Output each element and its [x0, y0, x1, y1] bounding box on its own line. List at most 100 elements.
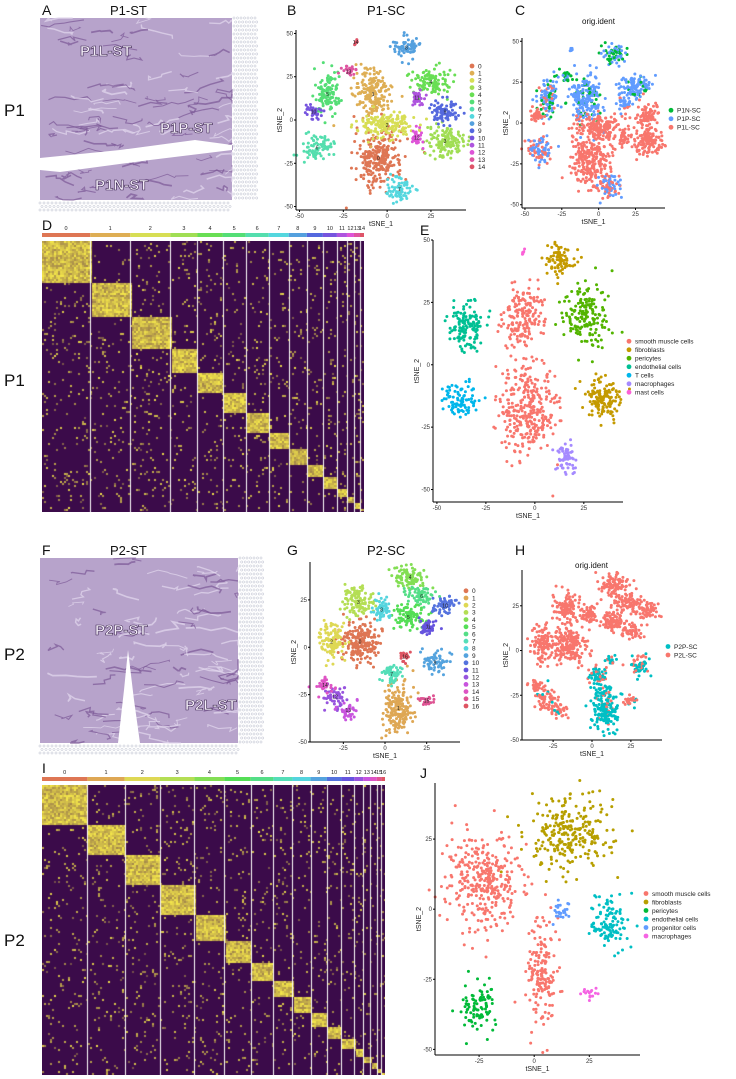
spot [112, 205, 116, 208]
data-point [543, 379, 547, 383]
spot [256, 660, 259, 664]
spot [257, 712, 261, 716]
spot [257, 648, 261, 652]
data-point [515, 290, 519, 294]
tissue-fiber [216, 88, 233, 94]
data-point [530, 117, 534, 121]
spot [184, 748, 188, 751]
data-point [603, 126, 607, 130]
data-point [570, 126, 574, 130]
spot [252, 620, 256, 624]
spot [261, 696, 265, 700]
spot [232, 176, 236, 180]
data-point [386, 163, 390, 167]
spot [76, 748, 80, 751]
data-point [657, 143, 661, 147]
data-point [412, 116, 416, 120]
data-point [650, 150, 654, 154]
data-point [446, 135, 450, 139]
data-point [581, 161, 585, 165]
data-point [523, 395, 527, 399]
spot [242, 684, 245, 688]
data-point [366, 154, 370, 158]
tissue-fiber [102, 98, 137, 104]
spot [243, 56, 246, 60]
tissue-fiber [144, 680, 184, 688]
data-point [539, 311, 543, 315]
data-point [604, 320, 608, 324]
data-point [536, 107, 540, 111]
spot [234, 124, 238, 128]
data-point [372, 69, 376, 73]
data-point [326, 88, 330, 92]
data-point [418, 137, 422, 141]
tissue-fiber [216, 184, 228, 192]
data-point [397, 181, 401, 185]
spot [206, 744, 210, 748]
spot [76, 205, 80, 208]
data-point [537, 433, 541, 437]
data-point [501, 372, 505, 376]
data-point [571, 166, 575, 170]
data-point [595, 316, 599, 320]
spot [237, 84, 241, 88]
data-point [538, 141, 542, 145]
data-point [603, 163, 607, 167]
data-point [494, 395, 498, 399]
data-point [568, 264, 572, 268]
spot [82, 751, 86, 755]
spot [174, 751, 178, 755]
spot [261, 560, 265, 564]
spot [257, 608, 261, 612]
spot [243, 632, 247, 636]
data-point [419, 97, 423, 101]
spot [238, 636, 242, 640]
spot [254, 720, 258, 724]
data-point [580, 119, 584, 123]
data-point [610, 388, 614, 392]
tissue-fiber [206, 174, 233, 182]
data-point [608, 62, 612, 66]
data-point [545, 390, 549, 394]
data-point [396, 45, 400, 49]
spot [236, 128, 239, 132]
data-point [314, 156, 318, 160]
spot [257, 632, 261, 636]
data-point [420, 76, 424, 80]
data-point [391, 195, 395, 199]
data-point [644, 78, 648, 82]
spot [238, 732, 242, 736]
spot [249, 580, 252, 584]
spot [240, 664, 244, 668]
data-point [577, 149, 581, 153]
tissue-fiber [235, 567, 239, 573]
spot [255, 172, 259, 176]
data-point [404, 132, 408, 136]
spot [255, 36, 259, 40]
data-point [522, 340, 526, 344]
spot [247, 696, 251, 700]
spot [254, 624, 258, 628]
data-point [326, 138, 330, 142]
data-point [382, 126, 386, 130]
tissue-fiber [184, 652, 229, 661]
data-point [524, 367, 528, 371]
spot [243, 24, 246, 28]
data-point [596, 148, 600, 152]
data-point [462, 111, 466, 115]
spot [259, 660, 263, 664]
spot [259, 676, 263, 680]
spot [241, 180, 245, 184]
data-point [620, 330, 624, 334]
tissue-fiber [78, 706, 106, 718]
data-point [504, 389, 508, 393]
data-point [529, 420, 533, 424]
data-point [553, 374, 557, 378]
data-point [608, 124, 612, 128]
data-point [403, 181, 407, 185]
tissue-fiber [47, 672, 97, 678]
data-point [362, 155, 366, 159]
data-point [570, 78, 574, 82]
data-point [379, 129, 383, 133]
spot [236, 104, 239, 108]
